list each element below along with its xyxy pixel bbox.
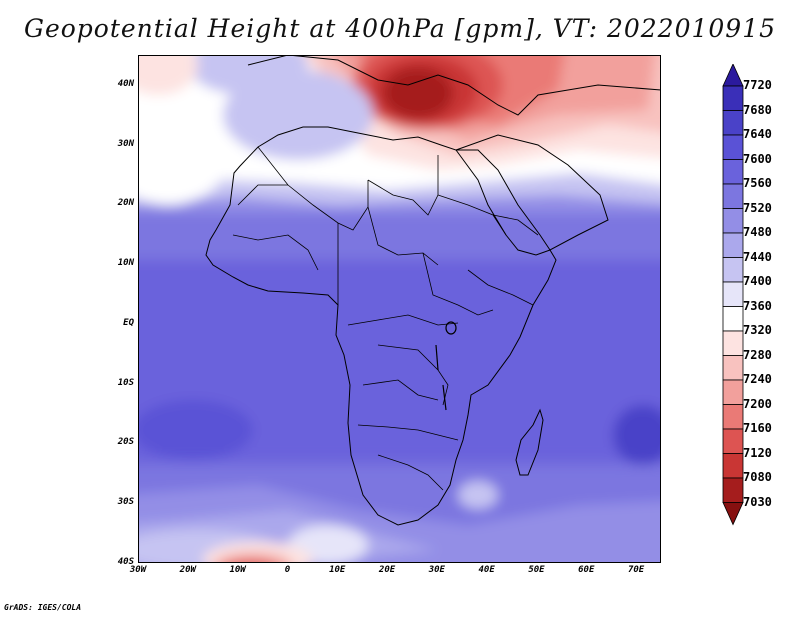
colorbar-swatch [722,159,744,185]
lat-tick-label: EQ [123,317,134,328]
lon-tick-label: 30W [129,565,147,575]
colorbar-min-arrow [722,502,744,526]
colorbar-level-label: 7160 [743,421,772,435]
madagascar-coastline [515,408,544,476]
colorbar-swatch [722,232,744,258]
colorbar-swatch [722,330,744,356]
colorbar-swatch [722,404,744,430]
lon-tick-label: 60E [578,565,595,575]
lon-tick-label: 70E [627,565,645,575]
colorbar-level-label: 7480 [743,225,772,239]
colorbar-level-label: 7640 [743,127,772,141]
lat-tick-label: 20N [117,198,134,209]
africa-coastline [205,126,557,526]
colorbar-level-label: 7720 [743,78,772,92]
lat-tick-label: 30S [117,497,134,508]
map-panel [138,55,661,563]
colorbar-level-label: 7240 [743,372,772,386]
colorbar-level-label: 7120 [743,445,772,460]
colorbar-max-arrow [722,64,744,87]
colorbar [722,64,744,526]
arabia-coastline [455,134,609,251]
colorbar-swatch [722,257,744,283]
europe-coastline [247,55,661,116]
colorbar-swatch [722,110,744,136]
colorbar-level-label: 7680 [743,102,772,117]
lat-tick-label: 10N [117,258,134,269]
lakes [435,321,457,411]
geopotential-height-map [138,55,661,563]
colorbar-swatch [722,134,744,160]
lat-tick-label: 10S [117,377,134,388]
colorbar-swatch [722,477,744,503]
colorbar-level-label: 7030 [743,494,772,509]
colorbar-level-label: 7360 [743,298,772,313]
coastlines [205,55,661,526]
lon-tick-label: 40E [478,565,495,575]
colorbar-level-label: 7280 [743,347,772,362]
colorbar-swatch [722,208,744,234]
height-field-shading [138,55,661,563]
lat-tick-label: 40S [117,557,134,567]
colorbar-level-label: 7560 [743,176,772,190]
lon-tick-label: 20E [378,565,396,575]
country-borders [232,146,539,491]
colorbar-level-label: 7080 [743,470,772,484]
colorbar-swatch [722,355,744,381]
colorbar-swatch [722,453,744,479]
colorbar-level-label: 7600 [743,151,772,166]
colorbar-swatch [722,281,744,307]
lat-tick-label: 30N [117,138,134,149]
colorbar-level-label: 7200 [743,396,772,411]
map-frame [138,55,661,563]
colorbar-swatch [722,306,744,332]
colorbar-swatch [722,379,744,405]
lat-tick-label: 20S [117,437,134,448]
lon-tick-label: 20W [179,565,196,575]
lon-tick-label: 30E [428,565,445,575]
lon-tick-label: 10E [329,565,346,575]
lon-tick-label: 50E [528,565,545,575]
colorbar-swatch [722,85,744,111]
colorbar-swatch [722,428,744,454]
lon-tick-label: 10W [229,565,246,575]
colorbar-level-label: 7520 [743,200,772,215]
colorbar-level-label: 7400 [743,274,772,288]
lon-tick-label: 0 [284,565,291,575]
colorbar-swatch [722,183,744,209]
lat-tick-label: 40N [117,78,134,89]
colorbar-level-label: 7440 [743,249,772,264]
map-title: Geopotential Height at 400hPa [gpm], VT:… [23,14,777,43]
grads-credit: GrADS: IGES/COLA [4,603,82,612]
colorbar-level-label: 7320 [743,323,772,337]
